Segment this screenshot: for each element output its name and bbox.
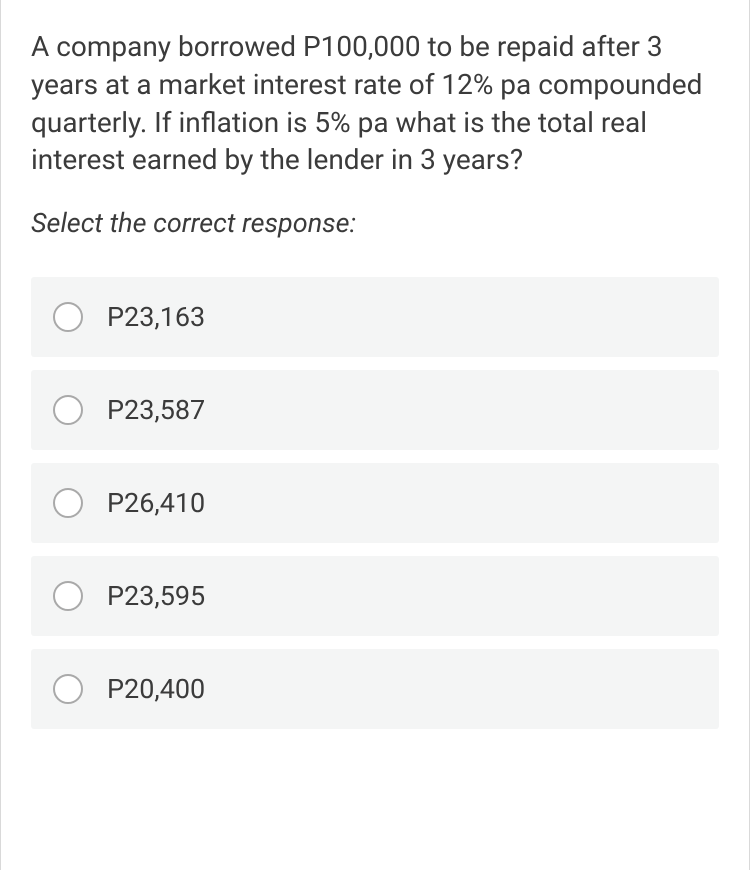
option-row[interactable]: P23,587: [31, 370, 719, 450]
radio-icon[interactable]: [53, 302, 83, 332]
option-row[interactable]: P23,163: [31, 277, 719, 357]
radio-icon[interactable]: [53, 395, 83, 425]
options-list: P23,163 P23,587 P26,410 P23,595 P20,400: [31, 277, 719, 729]
radio-icon[interactable]: [53, 674, 83, 704]
option-label: P20,400: [107, 673, 205, 705]
radio-icon[interactable]: [53, 581, 83, 611]
option-label: P23,163: [107, 301, 205, 333]
option-label: P23,595: [107, 580, 205, 612]
question-card: A company borrowed P100,000 to be repaid…: [0, 0, 750, 870]
option-row[interactable]: P26,410: [31, 463, 719, 543]
question-text: A company borrowed P100,000 to be repaid…: [31, 28, 719, 179]
instruction-text: Select the correct response:: [31, 207, 719, 239]
option-row[interactable]: P20,400: [31, 649, 719, 729]
option-label: P23,587: [107, 394, 205, 426]
option-row[interactable]: P23,595: [31, 556, 719, 636]
option-label: P26,410: [107, 487, 205, 519]
radio-icon[interactable]: [53, 488, 83, 518]
